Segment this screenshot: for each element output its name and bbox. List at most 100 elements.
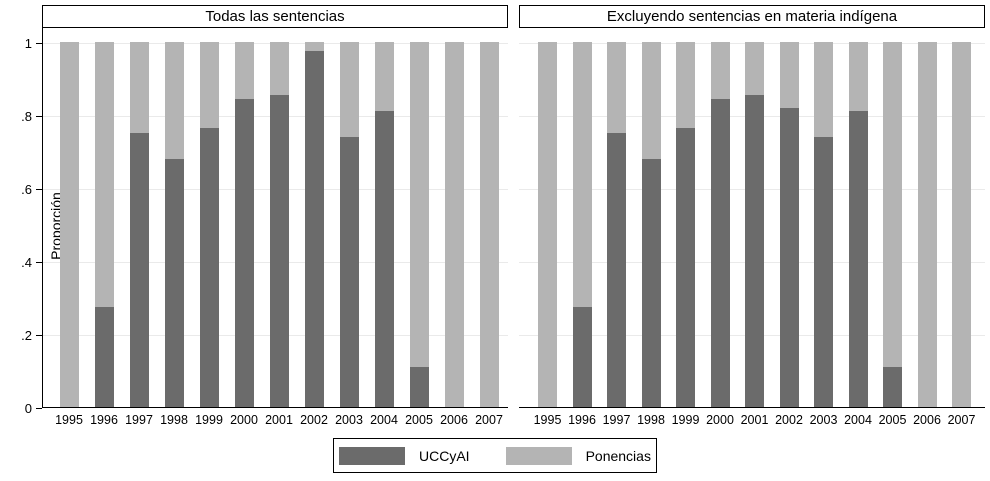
legend: UCCyAI Ponencias: [333, 438, 657, 473]
bar-2007: [952, 42, 971, 407]
x-tick-label-1998: 1998: [160, 413, 188, 427]
x-tick-label-1996: 1996: [568, 413, 596, 427]
y-tick-1: [36, 43, 42, 44]
y-tick-0.4: [36, 262, 42, 263]
bar-2004-ponencias: [374, 42, 394, 111]
bar-1999-uccyai: [199, 128, 219, 407]
x-tick-label-2000: 2000: [706, 413, 734, 427]
bar-2002-uccyai: [779, 108, 799, 407]
legend-label-uccyai: UCCyAI: [419, 447, 470, 464]
bar-2005-ponencias: [883, 42, 902, 367]
bar-2001-uccyai: [269, 95, 289, 407]
bar-1999-ponencias: [199, 42, 219, 128]
bar-2004-ponencias: [848, 42, 868, 111]
bar-2000-ponencias: [234, 42, 254, 99]
x-tick-label-1997: 1997: [602, 413, 631, 427]
x-tick-label-1997: 1997: [125, 413, 153, 427]
x-tick-label-1999: 1999: [195, 413, 223, 427]
x-tick-label-2003: 2003: [335, 413, 363, 427]
x-tick-label-2006: 2006: [440, 413, 468, 427]
bar-2006-ponencias: [917, 42, 937, 407]
bar-2000: [710, 42, 730, 407]
y-tick-0: [36, 408, 42, 409]
bar-2002-uccyai: [304, 51, 324, 407]
bar-2003: [814, 42, 833, 407]
x-tick-label-2005: 2005: [878, 413, 907, 427]
bar-2005-uccyai: [883, 367, 902, 407]
bar-2007-ponencias: [952, 42, 971, 407]
y-tick-label-.2: .2: [21, 328, 32, 343]
y-tick-label-0: 0: [24, 401, 32, 416]
bar-1995-ponencias: [59, 42, 79, 407]
panel-title-todas-las-sentencias: Todas las sentencias: [42, 5, 508, 28]
x-tick-label-2002: 2002: [300, 413, 328, 427]
bar-2003: [339, 42, 359, 407]
bar-1998: [641, 42, 661, 407]
legend-label-ponencias: Ponencias: [585, 447, 651, 464]
legend-swatch-uccyai: [339, 446, 406, 465]
legend-swatch-ponencias: [505, 446, 572, 465]
bar-2001-ponencias: [269, 42, 289, 95]
bar-1999-ponencias: [676, 42, 695, 128]
bar-2003-ponencias: [814, 42, 833, 137]
bar-2002: [304, 42, 324, 407]
plot-area-right: 1995 1996 1997 1998 1999 2000 2001 2002 2003 2004…: [519, 28, 985, 427]
x-tick-label-1998: 1998: [637, 413, 665, 427]
bar-1998-ponencias: [641, 42, 661, 159]
bar-1996: [572, 42, 592, 407]
bar-1996-uccyai: [572, 307, 592, 407]
x-tick-label-1996: 1996: [90, 413, 118, 427]
bar-2005-ponencias: [409, 42, 429, 367]
bar-1998-uccyai: [641, 159, 661, 407]
y-tick-label-.8: .8: [21, 109, 32, 124]
bar-2006: [917, 42, 937, 407]
bar-2001-uccyai: [745, 95, 764, 407]
x-tick-label-2006: 2006: [913, 413, 941, 427]
bar-2000: [234, 42, 254, 407]
y-tick-label-.6: .6: [21, 182, 32, 197]
bar-2000-ponencias: [710, 42, 730, 99]
bar-1996-ponencias: [94, 42, 114, 307]
bar-2006: [444, 42, 464, 407]
bar-2004-uccyai: [848, 111, 868, 407]
bar-1996-ponencias: [572, 42, 592, 307]
y-tick-label-.4: .4: [21, 255, 32, 270]
bar-2003-uccyai: [339, 137, 359, 407]
bar-2007-ponencias: [479, 42, 499, 407]
bar-2000-uccyai: [710, 99, 730, 407]
y-tick-0.6: [36, 189, 42, 190]
bar-2005: [883, 42, 902, 407]
x-tick-label-1995: 1995: [533, 413, 562, 427]
bar-2002-ponencias: [304, 42, 324, 51]
x-tick-label-2007: 2007: [475, 413, 503, 427]
bar-1998: [164, 42, 184, 407]
x-tick-label-2001: 2001: [740, 413, 769, 427]
x-tick-label-2003: 2003: [809, 413, 838, 427]
plot-area-left: 0 .2 .4 .6 .8 1 1995 1996 1997 1998 1999 2000 2001 20…: [21, 28, 508, 427]
bar-1995-ponencias: [538, 42, 557, 407]
bar-2007: [479, 42, 499, 407]
y-tick-0.8: [36, 116, 42, 117]
bar-2003-uccyai: [814, 137, 833, 407]
bar-1997-ponencias: [129, 42, 149, 133]
bar-2001-ponencias: [745, 42, 764, 95]
bar-1998-uccyai: [164, 159, 184, 407]
panel-title-excluyendo-indigena: Excluyendo sentencias en materia indígen…: [519, 5, 985, 28]
bar-2006-ponencias: [444, 42, 464, 407]
y-tick-label-1: 1: [24, 36, 32, 51]
bar-1997: [129, 42, 149, 407]
bar-2004-uccyai: [374, 111, 394, 407]
bar-2002: [779, 42, 799, 407]
bar-1995: [59, 42, 79, 407]
bar-2000-uccyai: [234, 99, 254, 407]
bar-1999: [676, 42, 695, 407]
bar-1995: [538, 42, 557, 407]
bar-2001: [269, 42, 289, 407]
x-tick-label-1999: 1999: [671, 413, 700, 427]
bar-2003-ponencias: [339, 42, 359, 137]
bar-1996-uccyai: [94, 307, 114, 407]
bar-1998-ponencias: [164, 42, 184, 159]
bar-2002-ponencias: [779, 42, 799, 108]
x-tick-label-2002: 2002: [775, 413, 803, 427]
